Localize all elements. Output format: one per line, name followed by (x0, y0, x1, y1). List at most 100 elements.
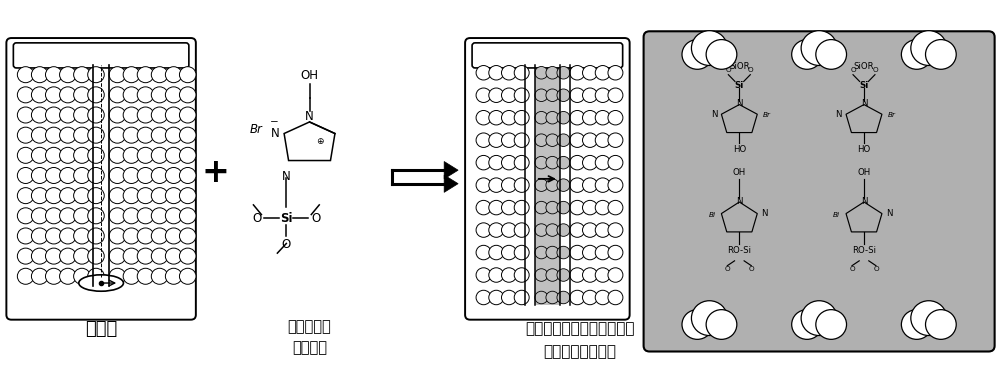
Circle shape (476, 88, 491, 102)
Circle shape (535, 246, 548, 259)
Circle shape (570, 245, 585, 260)
Circle shape (557, 201, 570, 214)
Circle shape (109, 107, 126, 123)
Circle shape (514, 110, 529, 125)
Circle shape (535, 224, 548, 236)
Circle shape (682, 40, 713, 69)
Polygon shape (444, 161, 458, 179)
Text: RO-Si: RO-Si (727, 246, 751, 255)
Circle shape (151, 208, 168, 224)
Text: HO: HO (733, 145, 746, 154)
Circle shape (179, 228, 196, 244)
Text: 多孔膜: 多孔膜 (85, 320, 117, 338)
Circle shape (137, 268, 154, 284)
Circle shape (74, 67, 90, 83)
Circle shape (109, 67, 126, 83)
Circle shape (608, 88, 623, 102)
Circle shape (151, 268, 168, 284)
Circle shape (557, 66, 570, 79)
Circle shape (165, 248, 182, 264)
Circle shape (31, 127, 48, 143)
Circle shape (137, 167, 154, 184)
Circle shape (137, 228, 154, 244)
Circle shape (31, 67, 48, 83)
Circle shape (792, 40, 822, 69)
Circle shape (706, 40, 737, 69)
FancyBboxPatch shape (6, 38, 196, 320)
Circle shape (17, 67, 34, 83)
Circle shape (926, 310, 956, 339)
Circle shape (165, 268, 182, 284)
Circle shape (570, 290, 585, 305)
Circle shape (45, 67, 62, 83)
Circle shape (17, 127, 34, 143)
Circle shape (792, 310, 822, 339)
Circle shape (476, 133, 491, 148)
Circle shape (583, 88, 597, 102)
Circle shape (88, 67, 104, 83)
FancyBboxPatch shape (13, 43, 189, 68)
Circle shape (476, 200, 491, 215)
Circle shape (608, 178, 623, 192)
Circle shape (123, 248, 140, 264)
Circle shape (31, 87, 48, 103)
Circle shape (608, 268, 623, 282)
Circle shape (595, 245, 610, 260)
Circle shape (179, 208, 196, 224)
Text: SiOR: SiOR (854, 62, 874, 71)
Text: O: O (873, 266, 879, 272)
Circle shape (179, 67, 196, 83)
Circle shape (137, 107, 154, 123)
Circle shape (45, 248, 62, 264)
Circle shape (88, 87, 104, 103)
Circle shape (123, 268, 140, 284)
Circle shape (60, 127, 76, 143)
Circle shape (137, 127, 154, 143)
Circle shape (165, 167, 182, 184)
Circle shape (535, 112, 548, 124)
Circle shape (60, 67, 76, 83)
Circle shape (535, 66, 548, 79)
Circle shape (165, 127, 182, 143)
Circle shape (123, 87, 140, 103)
Circle shape (88, 147, 104, 163)
Circle shape (123, 167, 140, 184)
Text: OH: OH (857, 168, 871, 177)
Circle shape (476, 178, 491, 192)
Circle shape (570, 223, 585, 237)
Circle shape (60, 248, 76, 264)
Circle shape (476, 66, 491, 80)
Circle shape (165, 147, 182, 163)
Circle shape (595, 133, 610, 148)
Polygon shape (444, 175, 458, 192)
Circle shape (137, 67, 154, 83)
FancyBboxPatch shape (472, 43, 623, 68)
Circle shape (489, 178, 504, 192)
Circle shape (489, 66, 504, 80)
Circle shape (501, 200, 516, 215)
Circle shape (179, 188, 196, 204)
Circle shape (179, 268, 196, 284)
Circle shape (74, 248, 90, 264)
Circle shape (17, 248, 34, 264)
Circle shape (557, 112, 570, 124)
Circle shape (501, 178, 516, 192)
Circle shape (595, 88, 610, 102)
Circle shape (74, 188, 90, 204)
Circle shape (608, 223, 623, 237)
Circle shape (595, 178, 610, 192)
Circle shape (109, 248, 126, 264)
Circle shape (546, 179, 559, 192)
Circle shape (109, 188, 126, 204)
Circle shape (88, 208, 104, 224)
Circle shape (17, 188, 34, 204)
Circle shape (60, 147, 76, 163)
Text: O: O (311, 212, 321, 225)
Circle shape (31, 147, 48, 163)
Circle shape (31, 107, 48, 123)
Circle shape (595, 200, 610, 215)
Circle shape (74, 127, 90, 143)
Circle shape (501, 155, 516, 170)
Circle shape (123, 147, 140, 163)
Circle shape (570, 268, 585, 282)
